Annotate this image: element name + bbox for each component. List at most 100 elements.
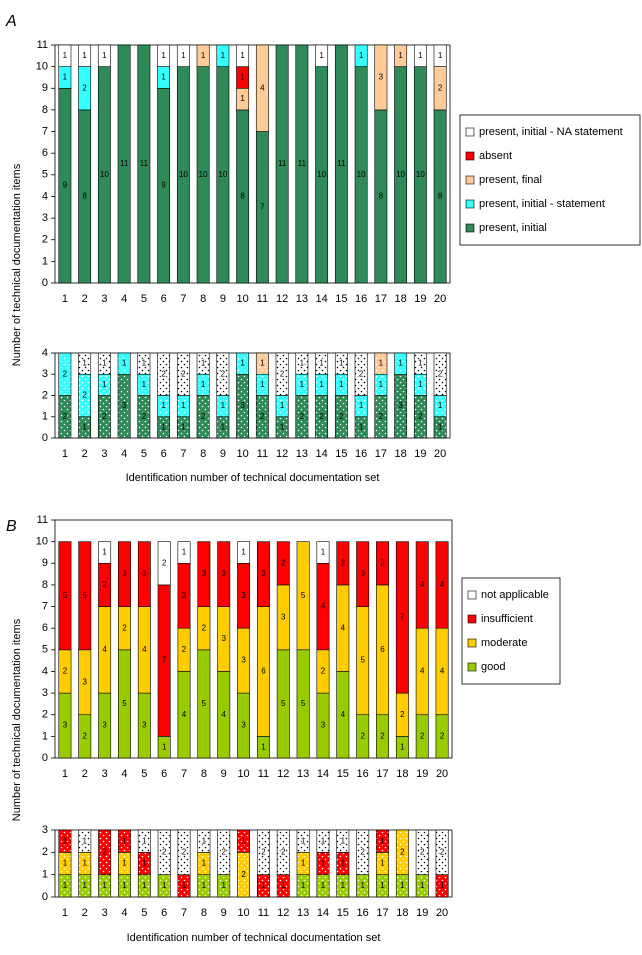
bar-segment [78, 44, 92, 67]
x-tick-label: 20 [436, 768, 448, 780]
segment-label: 2 [182, 645, 187, 654]
y-tick-label: 3 [42, 368, 48, 380]
segment-label: 2 [162, 558, 167, 567]
segment-label: 2 [102, 580, 107, 589]
bar-segment [395, 829, 409, 875]
x-tick-label: 7 [180, 293, 186, 305]
segment-label: 8 [82, 192, 87, 201]
x-tick-label: 19 [416, 768, 428, 780]
segment-label: 1 [438, 422, 443, 431]
y-tick-label: 4 [42, 665, 48, 677]
segment-label: 3 [83, 677, 88, 686]
y-tick-label: 3 [42, 687, 48, 699]
x-tick-label: 3 [101, 448, 107, 460]
segment-label: 1 [82, 422, 87, 431]
bar-segment [237, 541, 251, 564]
segment-label: 2 [360, 731, 365, 740]
segment-label: 1 [261, 742, 266, 751]
x-tick-label: 6 [161, 768, 167, 780]
x-tick-label: 13 [297, 768, 309, 780]
segment-label: 2 [300, 412, 305, 421]
y-tick-label: 3 [42, 212, 48, 224]
panel-label: B [6, 518, 17, 535]
segment-label: 2 [360, 847, 365, 856]
legend-swatch [465, 175, 475, 185]
x-tick-label: 15 [335, 293, 347, 305]
legend-swatch [467, 590, 477, 600]
x-tick-label: 5 [141, 448, 147, 460]
segment-label: 1 [201, 380, 206, 389]
segment-label: 2 [102, 847, 107, 856]
bar-segment [376, 829, 389, 853]
bar-segment [276, 541, 290, 586]
segment-label: 4 [321, 602, 326, 611]
x-tick-label: 11 [257, 293, 268, 305]
y-tick-label: 10 [36, 536, 48, 548]
x-tick-label: 19 [414, 448, 426, 460]
x-tick-label: 4 [121, 448, 127, 460]
segment-label: 1 [301, 859, 306, 868]
segment-label: 2 [221, 847, 226, 856]
bar-segment [435, 541, 449, 629]
segment-label: 1 [241, 548, 246, 557]
bar-segment [296, 541, 310, 651]
segment-label: 11 [278, 159, 287, 168]
segment-label: 1 [63, 836, 68, 845]
segment-label: 10 [416, 170, 425, 179]
segment-label: 2 [400, 847, 405, 856]
x-tick-label: 7 [181, 907, 187, 919]
x-tick-label: 8 [200, 293, 206, 305]
segment-label: 5 [301, 699, 306, 708]
segment-label: 10 [218, 170, 227, 179]
segment-label: 1 [102, 359, 107, 368]
bar-segment [295, 352, 309, 375]
bar-segment [296, 829, 310, 853]
segment-label: 5 [360, 656, 365, 665]
segment-label: 1 [418, 359, 423, 368]
segment-label: 6 [380, 645, 385, 654]
segment-label: 3 [241, 591, 246, 600]
x-tick-label: 1 [62, 907, 68, 919]
legend-swatch [467, 662, 477, 672]
segment-label: 1 [182, 548, 187, 557]
bar-segment [58, 352, 72, 396]
segment-label: 3 [122, 401, 127, 410]
segment-label: 2 [162, 847, 167, 856]
bar-segment [216, 352, 230, 396]
x-tick-label: 5 [141, 768, 147, 780]
segment-label: 1 [339, 359, 344, 368]
y-tick-label: 2 [42, 389, 48, 401]
segment-label: 1 [438, 401, 443, 410]
x-tick-label: 11 [258, 768, 269, 780]
segment-label: 1 [142, 836, 147, 845]
y-tick-label: 4 [42, 347, 48, 359]
segment-label: 1 [281, 881, 286, 890]
bar-segment [217, 541, 231, 607]
bar-segment [374, 352, 388, 375]
segment-label: 1 [420, 881, 425, 890]
plot-area [54, 519, 453, 759]
segment-label: 1 [321, 548, 326, 557]
segment-label: 1 [142, 881, 147, 890]
segment-label: 1 [440, 881, 445, 890]
segment-label: 3 [241, 656, 246, 665]
segment-label: 2 [82, 391, 87, 400]
bar-segment [78, 541, 92, 651]
segment-label: 3 [122, 569, 127, 578]
segment-label: 1 [142, 380, 147, 389]
bar-segment [97, 44, 111, 67]
segment-label: 2 [380, 558, 385, 567]
bar-segment [356, 829, 370, 875]
segment-label: 2 [280, 369, 285, 378]
segment-label: 2 [438, 369, 443, 378]
bar-segment [157, 829, 171, 875]
y-tick-label: 5 [42, 644, 48, 656]
segment-label: 2 [321, 667, 326, 676]
bar-segment [78, 352, 92, 375]
segment-label: 2 [261, 847, 266, 856]
bar-segment [395, 541, 409, 694]
segment-label: 1 [240, 51, 245, 60]
bar-segment [217, 829, 231, 875]
y-tick-label: 7 [42, 125, 48, 137]
bar-segment [157, 44, 171, 67]
